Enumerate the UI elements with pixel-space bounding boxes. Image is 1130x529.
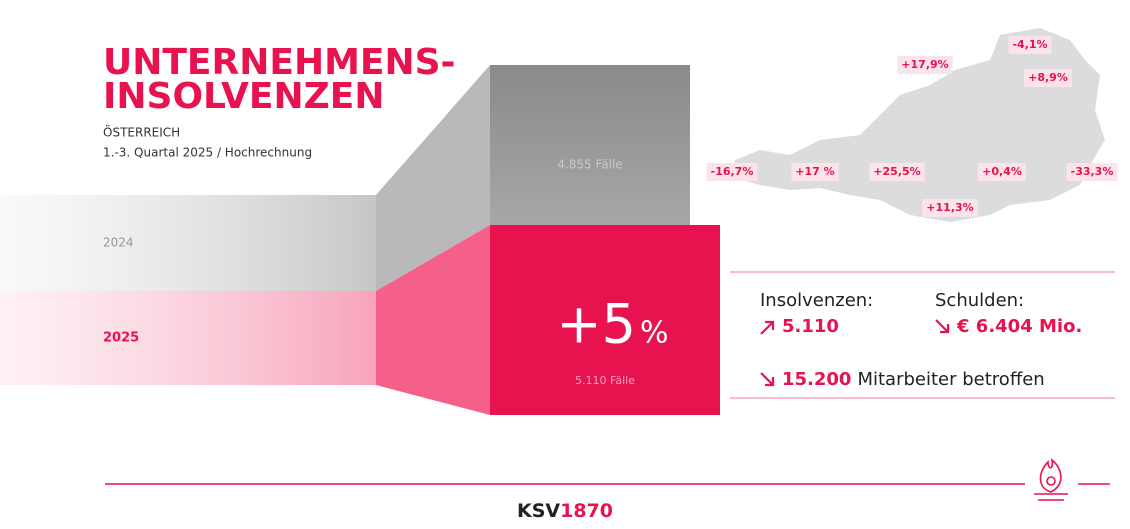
stat-label: Insolvenzen: xyxy=(760,290,873,311)
arrow-up xyxy=(760,320,775,335)
change: +5 xyxy=(556,293,636,356)
connector-2025 xyxy=(376,225,490,415)
map-label: -16,7% xyxy=(711,165,754,178)
map-label-bg xyxy=(791,163,839,181)
arrow-down xyxy=(760,372,775,387)
map-label: +17,9% xyxy=(901,58,948,71)
title: INSOLVENZEN xyxy=(103,76,384,117)
map-label-bg xyxy=(1024,69,1072,87)
box-2025 xyxy=(490,225,720,415)
map-label-bg xyxy=(897,56,953,74)
map-label-bg xyxy=(869,163,925,181)
stat-text: Mitarbeiter betroffen xyxy=(857,369,1044,390)
year-label: 2025 xyxy=(103,331,139,346)
map-label: +17 % xyxy=(795,165,834,178)
icon xyxy=(1034,458,1068,501)
cases: 4.855 Fälle xyxy=(557,158,622,172)
map-label-bg xyxy=(706,163,758,181)
map-label-bg xyxy=(922,199,978,217)
change-unit: % xyxy=(640,316,669,351)
cases: 5.110 Fälle xyxy=(575,374,635,387)
map-label: +25,5% xyxy=(873,165,920,178)
subtitle: ÖSTERREICH xyxy=(103,124,180,140)
connector-2024 xyxy=(376,65,490,291)
stat-value: € 6.404 Mio. xyxy=(956,316,1082,337)
map-label: +0,4% xyxy=(982,165,1022,178)
band-2025 xyxy=(0,291,376,385)
year-label: 2024 xyxy=(103,236,134,250)
map-label-bg xyxy=(978,163,1026,181)
brand: KSV1870 xyxy=(517,500,613,522)
box-2024 xyxy=(490,65,690,225)
map-label: -4,1% xyxy=(1012,38,1047,51)
title: UNTERNEHMENS- xyxy=(103,42,456,83)
map-label-bg xyxy=(1066,163,1118,181)
stat-line: 15.200 Mitarbeiter betroffen xyxy=(782,369,1045,390)
map-label: -33,3% xyxy=(1071,165,1114,178)
stat-value: 15.200 xyxy=(782,369,851,390)
brand-name: KSV xyxy=(517,500,560,522)
stat-label: Schulden: xyxy=(935,290,1024,311)
brand-number: 1870 xyxy=(560,500,613,522)
map-label: +11,3% xyxy=(926,201,973,214)
band-2024 xyxy=(0,195,376,291)
subtitle: 1.-3. Quartal 2025 / Hochrechnung xyxy=(103,146,312,160)
stat-value: 5.110 xyxy=(782,316,839,337)
arrow-down xyxy=(935,319,950,334)
map-label-bg xyxy=(1008,36,1052,54)
map-label: +8,9% xyxy=(1028,71,1068,84)
